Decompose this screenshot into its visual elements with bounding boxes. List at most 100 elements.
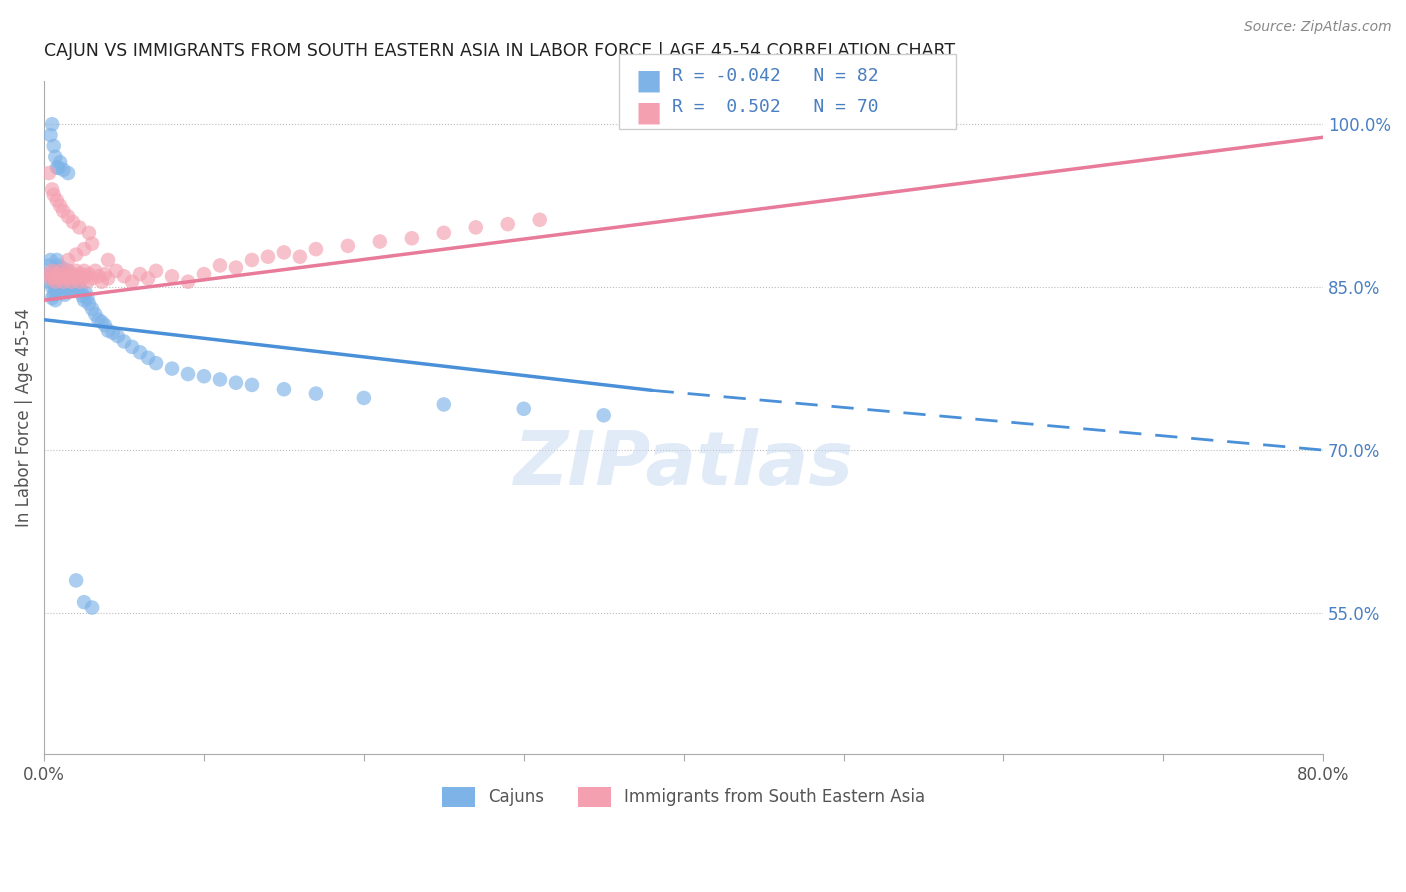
Point: [53, 267, 76, 281]
Point: [401, 231, 423, 245]
Point: [76, 275, 98, 289]
Point: [51, 275, 73, 289]
Point: [273, 382, 295, 396]
Text: ■: ■: [636, 98, 662, 126]
Point: [105, 264, 128, 278]
Point: [80, 236, 103, 251]
Point: [39, 252, 62, 267]
Point: [41, 117, 63, 131]
Point: [94, 267, 117, 281]
Point: [73, 264, 96, 278]
Point: [70, 282, 93, 296]
Point: [38, 166, 60, 180]
Text: R =  0.502   N = 70: R = 0.502 N = 70: [672, 98, 879, 116]
Point: [592, 409, 614, 423]
Point: [160, 269, 183, 284]
Point: [53, 287, 76, 301]
Point: [56, 277, 79, 292]
Point: [305, 242, 328, 256]
Point: [59, 269, 82, 284]
Point: [72, 271, 94, 285]
Point: [66, 269, 89, 284]
Point: [208, 259, 231, 273]
Point: [55, 271, 77, 285]
Point: [433, 397, 456, 411]
Point: [44, 271, 66, 285]
Point: [52, 282, 75, 296]
Point: [257, 250, 280, 264]
Point: [39, 269, 62, 284]
Text: ZIPatlas: ZIPatlas: [513, 428, 853, 501]
Text: Source: ZipAtlas.com: Source: ZipAtlas.com: [1244, 20, 1392, 34]
Point: [273, 245, 295, 260]
Point: [42, 287, 65, 301]
Point: [97, 324, 120, 338]
Point: [496, 217, 519, 231]
Point: [45, 161, 67, 175]
Point: [73, 293, 96, 308]
Point: [48, 285, 70, 300]
Point: [80, 301, 103, 316]
Point: [107, 329, 129, 343]
Point: [160, 361, 183, 376]
Point: [56, 210, 79, 224]
Point: [145, 264, 167, 278]
Point: [44, 282, 66, 296]
Point: [80, 271, 103, 285]
Point: [433, 226, 456, 240]
Point: [208, 372, 231, 386]
Point: [59, 282, 82, 296]
Point: [62, 215, 84, 229]
Point: [84, 264, 107, 278]
Point: [60, 275, 83, 289]
Point: [49, 277, 72, 292]
Point: [41, 264, 63, 278]
Point: [464, 220, 486, 235]
Point: [353, 391, 375, 405]
Y-axis label: In Labor Force | Age 45-54: In Labor Force | Age 45-54: [15, 308, 32, 527]
Point: [94, 318, 117, 333]
Point: [90, 315, 112, 329]
Point: [136, 351, 159, 365]
Point: [56, 252, 79, 267]
Point: [49, 199, 72, 213]
Point: [45, 267, 67, 281]
Point: [129, 267, 152, 281]
Point: [240, 252, 263, 267]
Point: [48, 161, 70, 175]
Point: [513, 401, 536, 416]
Point: [42, 269, 65, 284]
Point: [59, 269, 82, 284]
Point: [62, 282, 84, 296]
Point: [121, 275, 143, 289]
Text: ■: ■: [636, 67, 662, 95]
Point: [42, 264, 65, 278]
Point: [73, 595, 96, 609]
Point: [55, 269, 77, 284]
Point: [44, 293, 66, 308]
Point: [305, 386, 328, 401]
Point: [42, 187, 65, 202]
Point: [529, 212, 551, 227]
Legend: Cajuns, Immigrants from South Eastern Asia: Cajuns, Immigrants from South Eastern As…: [434, 780, 932, 814]
Point: [75, 285, 97, 300]
Point: [67, 275, 90, 289]
Point: [73, 242, 96, 256]
Point: [42, 275, 65, 289]
Point: [70, 267, 93, 281]
Point: [62, 267, 84, 281]
Point: [65, 574, 87, 588]
Point: [56, 264, 79, 278]
Point: [84, 307, 107, 321]
Point: [97, 252, 120, 267]
Point: [112, 269, 135, 284]
Point: [38, 267, 60, 281]
Point: [49, 155, 72, 169]
Point: [121, 340, 143, 354]
Point: [65, 247, 87, 261]
Point: [97, 271, 120, 285]
Point: [87, 269, 110, 284]
Point: [65, 277, 87, 292]
Point: [76, 291, 98, 305]
Point: [42, 139, 65, 153]
